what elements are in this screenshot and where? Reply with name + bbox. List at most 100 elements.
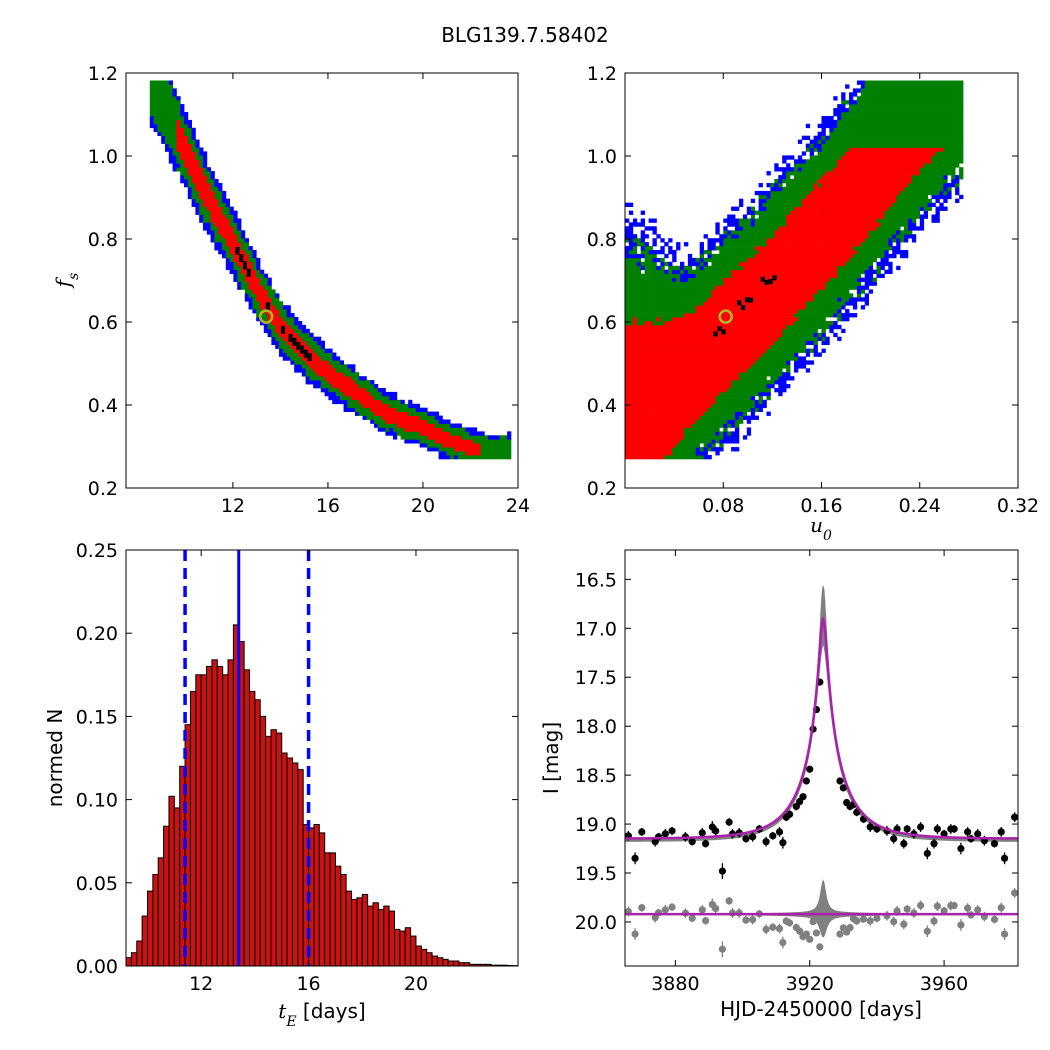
heatmap-cell	[640, 415, 645, 420]
heatmap-cell	[195, 155, 200, 160]
heatmap-cell	[778, 238, 783, 243]
heatmap-cell	[252, 293, 257, 298]
heatmap-cell	[691, 395, 697, 401]
heatmap-cell	[275, 305, 280, 310]
heatmap-cell	[711, 352, 716, 357]
heatmap-cell	[746, 356, 752, 361]
heatmap-cell	[790, 289, 795, 294]
heatmap-cell	[408, 427, 413, 432]
heatmap-cell	[385, 419, 390, 424]
heatmap-cell	[837, 313, 842, 318]
heatmap-cell	[849, 238, 854, 243]
heatmap-cell	[735, 415, 740, 420]
heatmap-cell	[750, 289, 756, 294]
heatmap-cell	[833, 155, 838, 160]
heatmap-cell	[317, 360, 322, 365]
heatmap-cell	[852, 183, 858, 188]
heatmap-cell	[884, 112, 889, 117]
heatmap-cell	[825, 234, 830, 239]
heatmap-cell	[153, 104, 158, 109]
heatmap-cell	[892, 88, 897, 93]
heatmap-cell	[191, 198, 196, 203]
heatmap-cell	[358, 380, 363, 385]
heatmap-cell	[664, 344, 669, 349]
heatmap-cell	[813, 139, 818, 144]
heatmap-cell	[298, 360, 303, 365]
heatmap-cell	[263, 313, 268, 318]
heatmap-cell	[750, 313, 756, 318]
heatmap-cell	[244, 277, 249, 282]
heatmap-cell	[837, 324, 842, 330]
heatmap-cell	[849, 257, 854, 263]
heatmap-cell	[770, 269, 775, 274]
heatmap-cell	[845, 285, 850, 290]
heatmap-cell	[837, 143, 842, 148]
heatmap-cell	[381, 399, 386, 405]
heatmap-cell	[805, 234, 811, 239]
heatmap-cell	[715, 289, 720, 294]
heatmap-cell	[271, 332, 276, 338]
heatmap-cell	[644, 380, 649, 385]
heatmap-cell	[165, 143, 170, 148]
heatmap-cell	[286, 324, 291, 330]
heatmap-cell	[758, 194, 763, 200]
heatmap-cell	[229, 214, 234, 219]
heatmap-cell	[400, 415, 405, 420]
heatmap-cell	[786, 297, 791, 302]
heatmap-cell	[849, 163, 854, 168]
heatmap-cell	[195, 175, 200, 180]
heatmap-cell	[825, 123, 830, 129]
heatmap-cell	[790, 155, 795, 160]
heatmap-cell	[809, 151, 814, 156]
heatmap-cell	[687, 277, 693, 282]
heatmap-cell	[782, 328, 787, 334]
heatmap-cell	[786, 324, 791, 330]
heatmap-cell	[656, 451, 661, 456]
heatmap-cell	[695, 261, 700, 267]
heatmap-cell	[841, 151, 846, 156]
heatmap-cell	[695, 340, 700, 345]
heatmap-cell	[191, 175, 196, 180]
heatmap-cell	[644, 352, 649, 357]
heatmap-cell	[770, 317, 775, 322]
heatmap-cell	[644, 317, 649, 322]
heatmap-cell	[880, 234, 885, 239]
heatmap-cell	[419, 439, 424, 444]
heatmap-cell	[676, 364, 681, 369]
heatmap-cell	[438, 419, 443, 424]
heatmap-cell	[715, 403, 720, 409]
heatmap-cell	[896, 250, 901, 255]
heatmap-cell	[415, 439, 420, 444]
heatmap-cell	[746, 222, 752, 227]
heatmap-cell	[711, 372, 716, 377]
heatmap-cell	[782, 190, 787, 196]
heatmap-cell	[711, 399, 716, 405]
heatmap-cell	[328, 391, 333, 397]
heatmap-cell	[786, 163, 791, 168]
heatmap-cell	[419, 411, 424, 416]
heatmap-cell	[868, 253, 873, 259]
heatmap-cell	[786, 179, 791, 184]
heatmap-cell	[377, 395, 382, 401]
heatmap-cell	[393, 431, 398, 436]
heatmap-cell	[676, 309, 681, 314]
heatmap-cell	[165, 104, 170, 109]
panel-fs-vs-te: 12 16 20 240.20.40.60.81.01.2 fs	[51, 63, 530, 517]
heatmap-cell	[664, 368, 669, 373]
heatmap-cell	[727, 372, 732, 377]
heatmap-cell	[625, 297, 630, 302]
heatmap-cell	[628, 360, 634, 365]
heatmap-cell	[852, 285, 858, 290]
heatmap-cell	[632, 364, 638, 369]
heatmap-cell	[868, 92, 873, 97]
heatmap-cell	[450, 431, 455, 436]
heatmap-cell	[660, 301, 665, 306]
heatmap-cell	[786, 384, 791, 389]
heatmap-cell	[884, 139, 889, 144]
heatmap-cell	[813, 183, 818, 188]
heatmap-cell	[821, 332, 826, 338]
heatmap-cell	[782, 214, 787, 219]
heatmap-cell	[754, 265, 759, 271]
heatmap-cell	[703, 269, 708, 274]
heatmap-cell	[794, 202, 799, 207]
